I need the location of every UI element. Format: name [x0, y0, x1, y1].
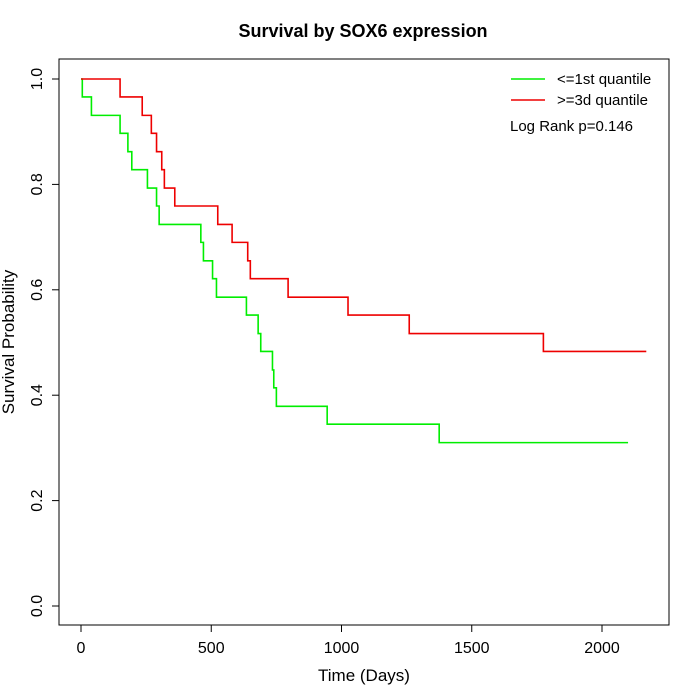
- y-tick-label: 1.0: [29, 68, 46, 90]
- x-axis-label: Time (Days): [318, 666, 410, 685]
- y-axis: 0.0 0.2 0.4 0.6 0.8 1.0: [29, 68, 60, 617]
- log-rank-annotation: Log Rank p=0.146: [510, 118, 633, 135]
- x-tick-label: 1000: [324, 640, 360, 657]
- x-tick-label: 500: [198, 640, 225, 657]
- survival-curve-series-1: [81, 78, 629, 444]
- y-tick-label: 0.6: [29, 279, 46, 301]
- x-tick-label: 0: [77, 640, 86, 657]
- y-tick-label: 0.8: [29, 173, 46, 195]
- y-tick-label: 0.2: [29, 489, 46, 511]
- y-axis-label: Survival Probability: [0, 269, 18, 414]
- y-tick-label: 0.0: [29, 595, 46, 617]
- survival-curve-series-2: [81, 78, 647, 353]
- survival-curves: [81, 78, 647, 444]
- legend-label: <=1st quantile: [557, 71, 651, 88]
- x-axis: 0 500 1000 1500 2000: [77, 624, 620, 657]
- y-tick-label: 0.4: [29, 384, 46, 406]
- x-tick-label: 2000: [584, 640, 620, 657]
- plot-frame: [58, 58, 670, 626]
- legend: <=1st quantile >=3d quantile: [511, 71, 651, 109]
- chart-title: Survival by SOX6 expression: [238, 21, 487, 41]
- legend-label: >=3d quantile: [557, 92, 648, 109]
- x-tick-label: 1500: [454, 640, 490, 657]
